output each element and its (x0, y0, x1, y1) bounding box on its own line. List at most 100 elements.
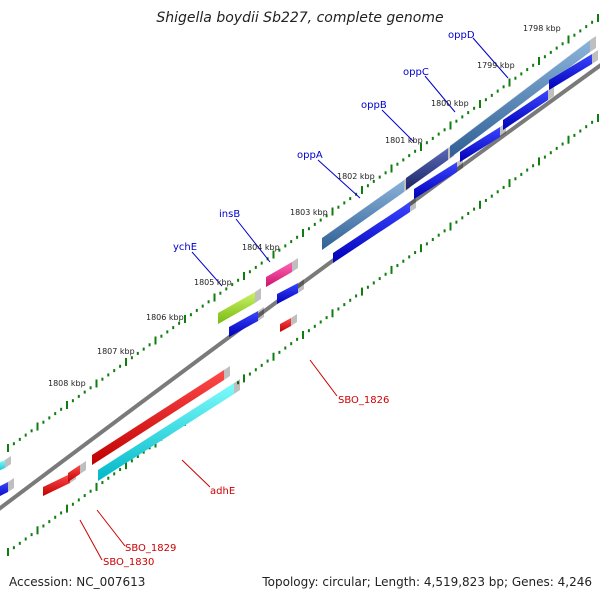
ychE-block-face (218, 292, 255, 324)
gene-label-oppB[interactable]: oppB (361, 100, 387, 111)
SBO_1829-cds-face (68, 465, 80, 482)
adhE-blast (98, 379, 240, 481)
blast-steel-block-2-face (450, 40, 590, 158)
ychE-block-top (218, 288, 261, 313)
insB-cds-side (298, 279, 304, 293)
gene-label-SBO_1826[interactable]: SBO_1826 (338, 395, 389, 406)
adhE-cds (92, 366, 230, 465)
genome-summary-text: Topology: circular; Length: 4,519,823 bp… (262, 575, 592, 589)
leader-line-oppC (424, 75, 456, 113)
SBO_1829-cds (68, 461, 86, 482)
oppA-cds-top (333, 198, 416, 253)
SBO_1826-cds-side (291, 314, 297, 326)
leader-line-SBO_1829 (96, 509, 126, 547)
adhE-blast-side (234, 379, 240, 394)
gene-label-ychE[interactable]: ychE (173, 242, 197, 253)
oppB-cds-face (414, 162, 457, 199)
edge-cyan-face (0, 460, 5, 471)
outer-tick-ring (7, 14, 599, 452)
inner-tick-ring (7, 114, 599, 556)
map-title: Shigella boydii Sb227, complete genome (156, 10, 444, 26)
oppD-cds-1-face (503, 90, 548, 130)
insB-block-face (266, 262, 292, 287)
leader-line-SBO_1830 (79, 519, 103, 561)
oppA-cds (333, 198, 416, 263)
leader-line-adhE (181, 459, 211, 488)
gene-label-oppD[interactable]: oppD (448, 30, 475, 41)
edge-cds-face (0, 482, 8, 496)
blast-navy-block-face (406, 148, 448, 190)
adhE-cds-face (92, 370, 224, 465)
ychE-cds-side (258, 307, 264, 321)
insB-block (266, 258, 298, 287)
ychE-block (218, 288, 261, 324)
tick-label: 1808 kbp (48, 379, 86, 388)
gene-label-adhE[interactable]: adhE (210, 486, 235, 497)
adhE-cds-side (224, 366, 230, 380)
ychE-cds (229, 307, 264, 337)
edge-cyan-side (5, 456, 11, 468)
edge-cds-top (0, 478, 14, 486)
tick-label: 1802 kbp (337, 172, 375, 181)
tick-label: 1804 kbp (242, 243, 280, 252)
gene-label-oppC[interactable]: oppC (403, 67, 429, 78)
insB-block-side (292, 258, 298, 272)
SBO_1826-cds-top (280, 314, 297, 324)
tick-label: 1806 kbp (146, 313, 184, 322)
adhE-blast-face (98, 383, 234, 481)
leader-line-SBO_1826 (309, 359, 338, 397)
blast-steel-block-2-side (590, 36, 596, 52)
tick-labels: 1798 kbp 1799 kbp 1800 kbp 1801 kbp 1802… (48, 24, 561, 388)
oppA-cds-face (333, 202, 410, 263)
adhE-blast-top (98, 379, 240, 470)
edge-cds-side (8, 478, 14, 492)
leader-line-insB (235, 218, 271, 263)
blast-steel-block-2-top (450, 36, 596, 146)
SBO_1826-cds (280, 314, 297, 332)
SBO_1830-cds-top (43, 470, 76, 487)
leader-line-ychE (191, 251, 223, 287)
edge-cyan-top (0, 456, 11, 463)
blast-steel-block-1-top (322, 176, 410, 238)
oppB-cds (414, 158, 463, 199)
leader-line-oppB (381, 109, 415, 143)
blast-navy-block-top (406, 144, 454, 178)
gene-label-SBO_1829[interactable]: SBO_1829 (125, 543, 176, 554)
insB-cds-top (277, 279, 304, 294)
gene-label-oppA[interactable]: oppA (297, 150, 323, 161)
gene-label-insB[interactable]: insB (219, 209, 240, 220)
oppD-cds-2-top (549, 50, 598, 80)
tick-label: 1807 kbp (97, 347, 135, 356)
leader-line-oppA (317, 159, 361, 199)
insB-cds (277, 279, 304, 304)
SBO_1830-cds-face (43, 474, 70, 496)
blast-steel-block-1-face (322, 180, 404, 250)
oppD-cds-2-face (549, 54, 592, 90)
edge-cyan (0, 456, 11, 471)
gene-leader-lines (79, 37, 509, 561)
oppC-cds-face (460, 127, 500, 162)
edge-cds (0, 478, 14, 496)
tick-label: 1800 kbp (431, 99, 469, 108)
tick-label: 1799 kbp (477, 61, 515, 70)
insB-cds-face (277, 283, 298, 304)
leader-line-oppD (472, 37, 509, 79)
tick-label: 1801 kbp (385, 136, 423, 145)
ychE-cds-face (229, 311, 258, 337)
tick-label: 1798 kbp (523, 24, 561, 33)
feature-blocks (0, 36, 598, 496)
oppD-cds-2 (549, 50, 598, 90)
tick-label: 1803 kbp (290, 208, 328, 217)
gene-label-SBO_1830[interactable]: SBO_1830 (103, 557, 154, 568)
adhE-cds-top (92, 366, 230, 455)
gene-labels: oppD oppC oppB oppA insB ychE SBO_1826 a… (103, 30, 475, 568)
blast-steel-block-2 (450, 36, 596, 158)
oppA-cds-side (410, 198, 416, 212)
ychE-block-side (255, 288, 261, 303)
oppC-cds-top (460, 123, 506, 152)
tick-label: 1805 kbp (194, 278, 232, 287)
oppB-cds-top (414, 158, 463, 189)
ychE-cds-top (229, 307, 264, 327)
